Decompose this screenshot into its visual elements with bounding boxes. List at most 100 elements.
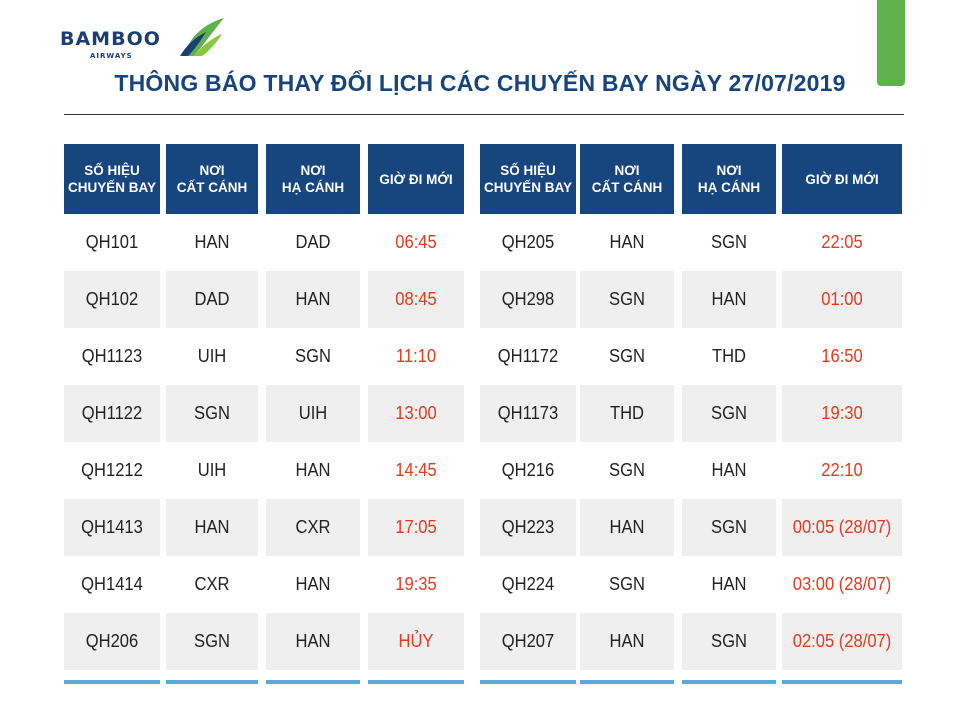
- right-cell-time: 00:05 (28/07): [792, 517, 892, 537]
- table-bottom-bar: [682, 680, 776, 684]
- left-cell-to: HAN: [295, 289, 331, 309]
- row-shade: [580, 613, 674, 670]
- left-cell-to: SGN: [295, 346, 331, 366]
- left-cell-time: 08:45: [395, 289, 437, 309]
- left-cell-to: HAN: [295, 574, 331, 594]
- left-cell-flight: QH1123: [81, 346, 143, 366]
- left-cell-from: HAN: [194, 232, 230, 252]
- right-cell-time: 22:10: [821, 460, 863, 480]
- right-cell-from: SGN: [609, 460, 645, 480]
- table-bottom-bar: [480, 680, 576, 684]
- right-cell-time: 02:05 (28/07): [792, 631, 892, 651]
- logo-wordmark: BAMBOO: [60, 28, 161, 50]
- left-cell-to: CXR: [295, 517, 331, 537]
- row-shade: [166, 385, 258, 442]
- right-cell-time: 01:00: [821, 289, 863, 309]
- left-cell-flight: QH102: [85, 289, 139, 309]
- right-cell-flight: QH298: [501, 289, 555, 309]
- left-cell-to: DAD: [295, 232, 331, 252]
- left-cell-from: DAD: [194, 289, 230, 309]
- row-shade: [782, 499, 902, 556]
- row-shade: [682, 499, 776, 556]
- right-header-flight: SỐ HIỆU CHUYẾN BAY: [480, 144, 576, 214]
- left-cell-time: 13:00: [395, 403, 437, 423]
- table-bottom-bar: [266, 680, 360, 684]
- right-header-time: GIỜ ĐI MỚI: [782, 144, 902, 214]
- left-cell-flight: QH206: [85, 631, 139, 651]
- left-cell-from: UIH: [197, 346, 227, 366]
- right-header-from: NƠI CẤT CÁNH: [580, 144, 674, 214]
- right-cell-to: SGN: [711, 517, 747, 537]
- table-bottom-bar: [166, 680, 258, 684]
- right-cell-from: HAN: [609, 517, 645, 537]
- header-label-line: SỐ HIỆU: [84, 163, 140, 178]
- left-header-flight: SỐ HIỆU CHUYẾN BAY: [64, 144, 160, 214]
- right-cell-to: SGN: [711, 403, 747, 423]
- row-shade: [580, 385, 674, 442]
- row-shade: [266, 613, 360, 670]
- row-shade: [368, 385, 464, 442]
- row-shade: [480, 499, 576, 556]
- header-label-line: NƠI: [614, 163, 640, 178]
- left-cell-flight: QH1414: [81, 574, 143, 594]
- right-cell-from: HAN: [609, 232, 645, 252]
- page-title: THÔNG BÁO THAY ĐỔI LỊCH CÁC CHUYẾN BAY N…: [114, 70, 846, 96]
- row-shade: [682, 271, 776, 328]
- row-shade: [166, 271, 258, 328]
- right-cell-to: THD: [711, 346, 747, 366]
- table-bottom-bar: [782, 680, 902, 684]
- left-header-to: NƠI HẠ CÁNH: [266, 144, 360, 214]
- left-cell-from: HAN: [194, 517, 230, 537]
- right-cell-flight: QH1172: [497, 346, 559, 366]
- row-shade: [682, 613, 776, 670]
- header-label-line: NƠI: [716, 163, 742, 178]
- left-cell-from: SGN: [194, 631, 230, 651]
- row-shade: [480, 613, 576, 670]
- table-bottom-bar: [368, 680, 464, 684]
- row-shade: [368, 271, 464, 328]
- table-bottom-bar: [64, 680, 160, 684]
- right-cell-to: HAN: [711, 289, 747, 309]
- left-cell-flight: QH1413: [81, 517, 143, 537]
- row-shade: [266, 271, 360, 328]
- header-label-line: HẠ CÁNH: [697, 180, 761, 195]
- left-cell-flight: QH1212: [81, 460, 143, 480]
- bamboo-airways-logo: BAMBOO AIRWAYS: [56, 16, 236, 66]
- logo-subtext: AIRWAYS: [90, 52, 133, 60]
- right-cell-time: 16:50: [821, 346, 863, 366]
- left-cell-time: HỦY: [398, 631, 434, 651]
- header-label-line: CHUYẾN BAY: [483, 180, 573, 195]
- right-cell-flight: QH1173: [497, 403, 559, 423]
- left-header-from: NƠI CẤT CÁNH: [166, 144, 258, 214]
- right-cell-flight: QH207: [501, 631, 555, 651]
- row-shade: [368, 613, 464, 670]
- left-cell-from: CXR: [194, 574, 230, 594]
- row-shade: [480, 271, 576, 328]
- right-cell-flight: QH224: [501, 574, 555, 594]
- right-header-to: NƠI HẠ CÁNH: [682, 144, 776, 214]
- right-cell-time: 22:05: [821, 232, 863, 252]
- header-label-line: NƠI: [300, 163, 326, 178]
- green-corner-tab: [877, 0, 905, 86]
- row-shade: [64, 271, 160, 328]
- row-shade: [480, 385, 576, 442]
- left-cell-flight: QH101: [85, 232, 139, 252]
- row-shade: [266, 499, 360, 556]
- left-cell-to: HAN: [295, 460, 331, 480]
- header-label-line: CẤT CÁNH: [591, 180, 663, 195]
- right-cell-from: SGN: [609, 346, 645, 366]
- left-cell-from: SGN: [194, 403, 230, 423]
- row-shade: [782, 613, 902, 670]
- left-cell-time: 19:35: [395, 574, 437, 594]
- left-cell-time: 06:45: [395, 232, 437, 252]
- row-shade: [64, 385, 160, 442]
- right-cell-to: HAN: [711, 574, 747, 594]
- header-label-line: HẠ CÁNH: [281, 180, 345, 195]
- row-shade: [368, 499, 464, 556]
- title-divider: [64, 114, 904, 115]
- right-cell-flight: QH216: [501, 460, 555, 480]
- header-label-line: NƠI: [199, 163, 225, 178]
- row-shade: [782, 385, 902, 442]
- row-shade: [782, 271, 902, 328]
- right-cell-from: SGN: [609, 574, 645, 594]
